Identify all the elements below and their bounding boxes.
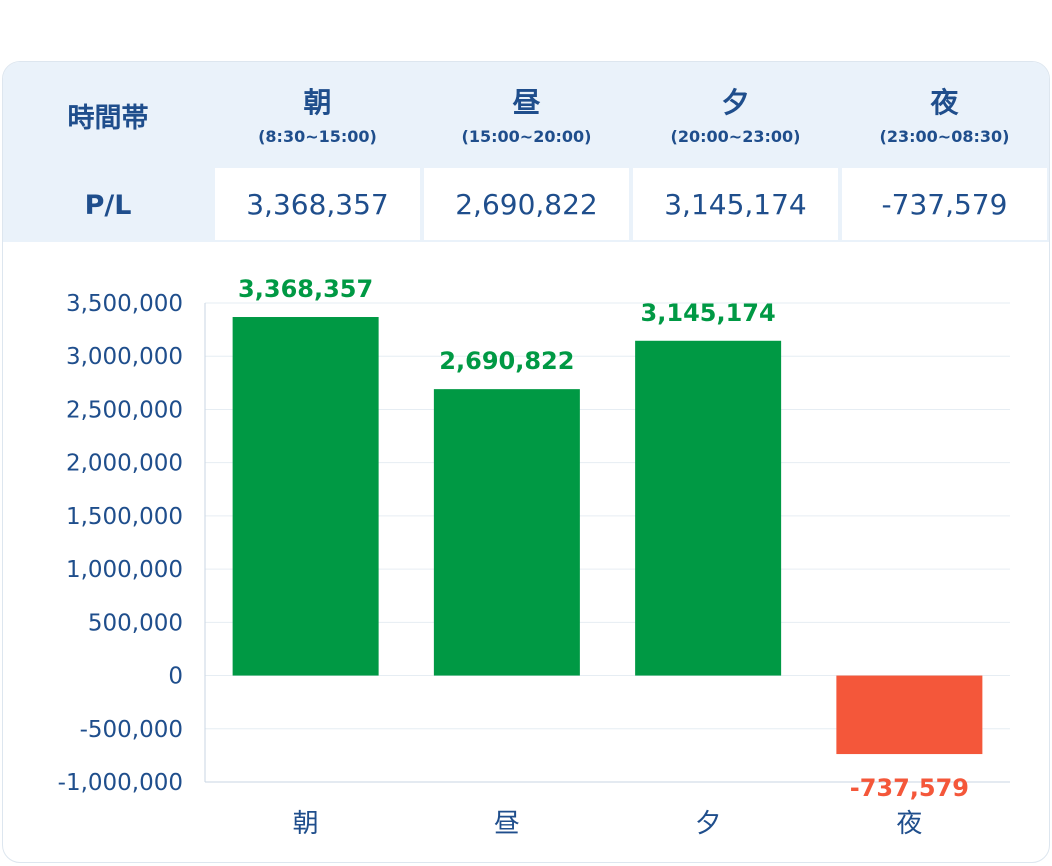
- y-tick-label: 3,000,000: [66, 344, 183, 370]
- y-tick-label: 2,500,000: [66, 397, 183, 423]
- y-tick-label: 500,000: [88, 610, 183, 636]
- period-name: 夕: [721, 85, 750, 119]
- data-label-1: 3,368,357: [238, 275, 373, 303]
- bar-4: [836, 675, 983, 755]
- period-name: 朝: [303, 85, 332, 119]
- period-header-evening: 夕 (20:00~23:00): [631, 62, 840, 168]
- period-range: (20:00~23:00): [670, 126, 801, 146]
- period-name: 昼: [512, 85, 541, 119]
- data-label-3: 3,145,174: [641, 299, 776, 327]
- y-tick-label: 0: [168, 664, 183, 690]
- pl-value-night: -737,579: [842, 168, 1047, 240]
- time-band-header: 時間帯: [67, 102, 149, 134]
- period-header-noon: 昼 (15:00~20:00): [422, 62, 631, 168]
- data-label-4: -737,579: [850, 774, 969, 802]
- pl-value-noon: 2,690,822: [424, 168, 629, 240]
- period-range: (8:30~15:00): [258, 126, 377, 146]
- bar-2: [433, 389, 580, 676]
- pl-by-time-card: 時間帯 朝 (8:30~15:00) 昼 (15:00~20:00) 夕 (20…: [2, 61, 1050, 863]
- y-tick-label: -500,000: [80, 717, 183, 743]
- y-tick-label: 2,000,000: [66, 451, 183, 477]
- period-range: (15:00~20:00): [461, 126, 592, 146]
- x-category-label: 夜: [896, 809, 922, 839]
- x-category-label: 朝: [293, 809, 319, 839]
- bar-1: [232, 317, 379, 676]
- pl-value-morning: 3,368,357: [215, 168, 420, 240]
- pl-label: P/L: [84, 189, 132, 221]
- data-label-2: 2,690,822: [439, 347, 574, 375]
- period-header-morning: 朝 (8:30~15:00): [213, 62, 422, 168]
- y-tick-label: 1,000,000: [66, 557, 183, 583]
- period-header-night: 夜 (23:00~08:30): [840, 62, 1049, 168]
- x-category-label: 昼: [494, 809, 520, 839]
- y-tick-label: 1,500,000: [66, 504, 183, 530]
- bar-3: [635, 340, 782, 676]
- x-category-label: 夕: [695, 809, 721, 839]
- pl-row: P/L 3,368,357 2,690,822 3,145,174 -737,5…: [3, 168, 1049, 242]
- period-name: 夜: [930, 85, 959, 119]
- period-range: (23:00~08:30): [879, 126, 1010, 146]
- y-tick-label: 3,500,000: [66, 291, 183, 317]
- table-header-row: 時間帯 朝 (8:30~15:00) 昼 (15:00~20:00) 夕 (20…: [3, 62, 1049, 168]
- y-tick-label: -1,000,000: [58, 770, 183, 796]
- pl-value-evening: 3,145,174: [633, 168, 838, 240]
